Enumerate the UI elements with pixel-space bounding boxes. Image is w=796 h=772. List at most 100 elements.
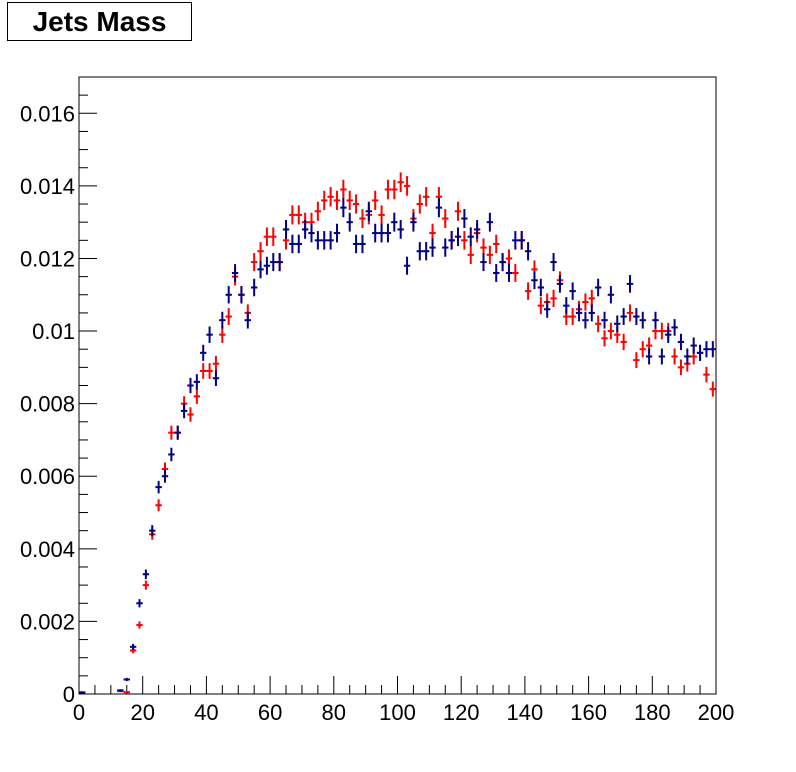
data-point: [327, 231, 334, 250]
data-point: [524, 282, 532, 300]
data-point: [671, 319, 678, 336]
data-point: [270, 227, 277, 246]
data-point: [537, 297, 545, 315]
data-point: [168, 425, 175, 440]
data-point: [537, 278, 545, 297]
x-tick-label: 40: [194, 700, 218, 725]
data-point: [403, 176, 411, 196]
x-tick-label: 120: [443, 700, 480, 725]
data-point: [467, 227, 474, 246]
data-point: [550, 253, 557, 272]
data-point: [193, 374, 201, 390]
data-point: [308, 223, 315, 243]
data-point: [372, 190, 379, 211]
data-point: [422, 187, 430, 207]
data-point: [607, 286, 615, 304]
data-point: [639, 311, 646, 329]
data-point: [467, 245, 474, 264]
data-point: [620, 308, 627, 325]
y-tick-label: 0.016: [20, 101, 75, 126]
data-point: [473, 220, 481, 239]
data-point: [486, 212, 494, 232]
data-point: [582, 311, 589, 329]
y-tick-label: 0: [63, 682, 75, 707]
x-tick-label: 20: [130, 700, 154, 725]
data-point: [696, 344, 704, 361]
data-point: [709, 381, 716, 397]
data-point: [276, 253, 283, 272]
data-point: [142, 569, 150, 579]
data-point: [594, 278, 602, 297]
y-tick-label: 0.012: [20, 246, 75, 271]
data-point: [187, 407, 194, 422]
data-point: [117, 689, 124, 692]
data-point: [250, 253, 258, 272]
data-point: [250, 278, 258, 297]
data-point: [314, 201, 322, 221]
data-point: [257, 260, 264, 279]
data-point: [257, 242, 264, 261]
data-point: [512, 264, 519, 282]
data-point: [365, 201, 373, 221]
data-point: [544, 300, 551, 318]
data-point: [225, 286, 232, 304]
data-point: [435, 198, 443, 218]
data-marks: [79, 172, 716, 694]
data-point: [403, 256, 411, 275]
x-tick-label: 200: [698, 700, 735, 725]
y-tick-label: 0.004: [20, 537, 75, 562]
data-point: [518, 231, 525, 250]
data-point: [658, 322, 666, 340]
data-point: [136, 621, 143, 629]
data-point: [454, 201, 462, 221]
data-point: [709, 341, 716, 358]
data-point: [212, 370, 220, 386]
y-tick-label: 0.01: [32, 319, 75, 344]
x-tick-label: 80: [322, 700, 346, 725]
data-point: [550, 289, 557, 308]
data-point: [346, 190, 353, 211]
data-point: [359, 209, 366, 229]
data-point: [206, 363, 213, 379]
tick-labels: 0 20 40 60 80 100 120 140 160 180 200 0 0.002 0.004 0.…: [20, 101, 734, 725]
data-point: [652, 311, 659, 329]
data-point: [416, 194, 423, 214]
data-point: [136, 599, 143, 608]
data-point: [149, 525, 156, 537]
data-point: [289, 205, 296, 225]
y-tick-label: 0.014: [20, 174, 75, 199]
data-point: [142, 580, 150, 590]
data-point: [684, 348, 691, 365]
y-tick-label: 0.006: [20, 464, 75, 489]
data-point: [372, 223, 379, 243]
series-1: [79, 198, 716, 694]
data-point: [384, 179, 392, 200]
data-point: [454, 227, 462, 246]
data-point: [174, 425, 181, 440]
data-point: [378, 223, 385, 243]
data-point: [301, 220, 309, 239]
data-point: [352, 194, 360, 214]
data-point: [352, 234, 360, 254]
x-tick-label: 60: [258, 700, 282, 725]
data-point: [314, 231, 322, 250]
data-point: [614, 315, 621, 333]
data-point: [639, 341, 646, 358]
data-point: [671, 348, 678, 365]
data-point: [123, 677, 130, 682]
data-point: [384, 223, 392, 243]
data-point: [442, 238, 449, 257]
data-point: [677, 333, 685, 351]
data-point: [327, 187, 334, 207]
data-point: [703, 366, 710, 383]
data-point: [620, 333, 627, 351]
data-point: [569, 308, 576, 325]
data-point: [575, 304, 583, 322]
data-point: [422, 242, 430, 261]
data-point: [219, 326, 226, 343]
plot-frame: [78, 76, 717, 695]
data-point: [161, 469, 169, 483]
data-point: [429, 238, 436, 257]
data-point: [448, 231, 455, 250]
